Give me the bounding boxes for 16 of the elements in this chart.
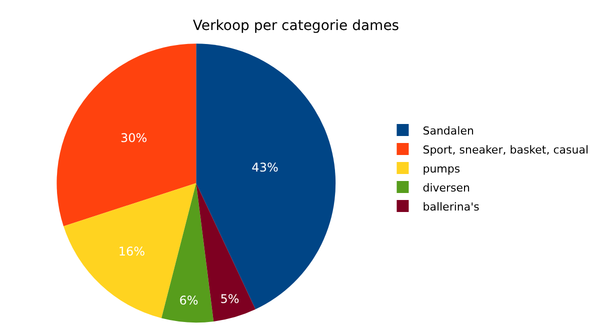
data-label: 5% [220, 292, 240, 306]
data-label: 6% [179, 293, 198, 308]
legend-label: ballerina's [422, 200, 480, 214]
pie-slice [56, 44, 196, 226]
pie-slice [196, 44, 336, 310]
data-label: 16% [118, 244, 146, 259]
chart-title: Verkoop per categorie dames [192, 18, 400, 34]
data-label: 30% [120, 130, 148, 145]
legend-label: diversen [422, 181, 470, 194]
legend-label: Sport, sneaker, basket, casual [422, 143, 589, 156]
legend-label: pumps [422, 162, 460, 176]
pie-slice [64, 183, 196, 318]
pie-slice [161, 183, 214, 322]
data-label: 43% [252, 160, 278, 175]
legend-label: Sandalen [422, 124, 474, 138]
pie-slice [196, 183, 256, 322]
